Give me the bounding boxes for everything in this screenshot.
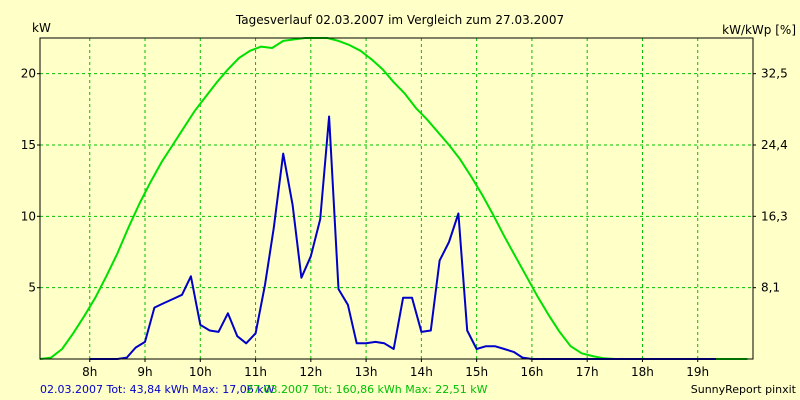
x-tick-label: 19h <box>686 365 709 379</box>
y-tick-label-left: 10 <box>21 209 36 223</box>
x-tick-label: 17h <box>576 365 599 379</box>
x-tick-label: 13h <box>355 365 378 379</box>
footer-credit: SunnyReport pinxit <box>691 383 797 396</box>
plot-frame <box>39 37 754 360</box>
x-tick-label: 10h <box>189 365 212 379</box>
x-tick-label: 9h <box>137 365 152 379</box>
x-tick-label: 14h <box>410 365 433 379</box>
y-tick-label-left: 5 <box>28 281 36 295</box>
y-axis-label-left: kW <box>32 21 51 35</box>
x-tick-label: 11h <box>244 365 267 379</box>
footer-series2-stats: 27.03.2007 Tot: 160,86 kWh Max: 22,51 kW <box>246 383 488 396</box>
x-tick-label: 15h <box>465 365 488 379</box>
x-tick-label: 18h <box>631 365 654 379</box>
y-tick-label-right: 32,5 <box>761 67 788 81</box>
x-ticks: 8h 9h 10h 11h 12h 13h 14h 15h 16h 17h 18h 19h <box>82 359 709 379</box>
footer-series1-stats: 02.03.2007 Tot: 43,84 kWh Max: 17,06 kW <box>40 383 275 396</box>
chart-title: Tagesverlauf 02.03.2007 im Vergleich zum… <box>235 13 564 27</box>
y-tick-label-left: 20 <box>21 67 36 81</box>
x-tick-label: 16h <box>520 365 543 379</box>
y-ticks-left: 5 10 15 20 <box>21 67 40 295</box>
x-tick-label: 12h <box>299 365 322 379</box>
y-tick-label-right: 24,4 <box>761 138 788 152</box>
y-tick-label-right: 8,1 <box>761 281 780 295</box>
y-tick-label-left: 15 <box>21 138 36 152</box>
grid <box>40 38 753 359</box>
y-tick-label-right: 16,3 <box>761 209 788 223</box>
y-axis-label-right: kW/kWp [%] <box>722 23 796 37</box>
x-tick-label: 8h <box>82 365 97 379</box>
y-ticks-right: 8,1 16,3 24,4 32,5 <box>753 67 788 295</box>
